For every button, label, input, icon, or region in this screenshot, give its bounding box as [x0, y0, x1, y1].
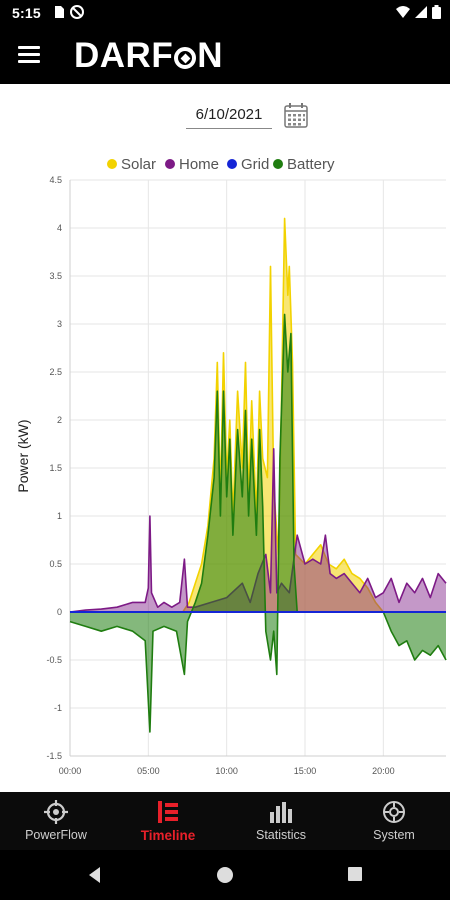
timeline-icon [158, 801, 178, 823]
calendar-icon[interactable] [284, 102, 308, 128]
series-line-solar [70, 217, 446, 613]
chart-ticks: 4.5 4 3.5 3 2.5 2 1.5 1 0.5 0 -0.5 -1 -1.5 00:00 05:00… [46, 175, 394, 776]
nav-label-statistics: Statistics [255, 828, 306, 842]
nav-label-powerflow: PowerFlow [25, 828, 87, 842]
chart-series [69, 217, 447, 733]
legend-label-home[interactable]: Home [179, 156, 219, 173]
series-area-battery [70, 314, 446, 732]
hamburger-menu-icon[interactable] [18, 46, 40, 64]
system-icon [383, 801, 405, 823]
brand-logo: DARF N [74, 36, 223, 76]
y-tick-label: 0 [57, 607, 62, 617]
x-tick-label: 10:00 [215, 766, 238, 776]
legend-label-battery[interactable]: Battery [287, 156, 335, 173]
no-sync-icon [70, 5, 84, 19]
y-tick-label: 3 [57, 319, 62, 329]
recents-icon[interactable] [347, 866, 363, 882]
legend-marker-home [165, 159, 175, 169]
y-tick-label: 2 [57, 415, 62, 425]
chart-grid [69, 179, 446, 757]
y-tick-label: 1.5 [49, 463, 62, 473]
y-tick-label: 1 [57, 511, 62, 521]
x-tick-label: 05:00 [137, 766, 160, 776]
system-navigation-bar [0, 850, 450, 900]
sd-card-icon [55, 6, 64, 18]
date-field[interactable]: 6/10/2021 [186, 106, 272, 129]
y-tick-label: 2.5 [49, 367, 62, 377]
home-circle-icon[interactable] [216, 866, 234, 884]
crosshair-icon [44, 800, 68, 824]
y-tick-label: 3.5 [49, 271, 62, 281]
nav-item-system[interactable]: System [338, 792, 450, 850]
bar-chart-icon [270, 802, 292, 823]
y-tick-label: 4.5 [49, 175, 62, 185]
status-time: 5:15 [12, 5, 41, 21]
legend-marker-grid [227, 159, 237, 169]
legend-marker-battery [273, 159, 283, 169]
chart-legend: Solar Home Grid Battery [107, 156, 335, 173]
brand-text-right: N [197, 36, 223, 75]
nav-item-timeline[interactable]: Timeline [112, 792, 224, 850]
wifi-icon [396, 6, 410, 18]
status-bar: 5:15 [0, 0, 450, 26]
legend-marker-solar [107, 159, 117, 169]
app-bar: DARF N [0, 26, 450, 84]
y-tick-label: -1.5 [46, 751, 62, 761]
brand-o-diamond-icon [174, 47, 197, 69]
back-icon[interactable] [86, 866, 104, 884]
nav-label-system: System [373, 828, 415, 842]
y-tick-label: 4 [57, 223, 62, 233]
legend-label-solar[interactable]: Solar [121, 156, 156, 173]
x-tick-label: 20:00 [372, 766, 395, 776]
power-chart[interactable]: Solar Home Grid Battery Power (kW) 4.5 4 3.5 3… [0, 148, 450, 788]
y-axis-label: Power (kW) [15, 419, 31, 492]
nav-item-statistics[interactable]: Statistics [225, 792, 337, 850]
nav-item-powerflow[interactable]: PowerFlow [0, 792, 112, 850]
x-tick-label: 00:00 [59, 766, 82, 776]
timeline-content: 6/10/2021 Solar Home Grid Battery Power (kW… [0, 84, 450, 792]
x-tick-label: 15:00 [294, 766, 317, 776]
y-tick-label: -1 [54, 703, 62, 713]
y-tick-label: -0.5 [46, 655, 62, 665]
bottom-nav: PowerFlow Timeline Statistics System [0, 792, 450, 850]
nav-label-timeline: Timeline [140, 828, 196, 843]
legend-label-grid[interactable]: Grid [241, 156, 269, 173]
series-line-home [69, 448, 447, 613]
y-tick-label: 0.5 [49, 559, 62, 569]
brand-text-left: DARF [74, 36, 174, 75]
signal-icon [415, 6, 427, 18]
battery-status-icon [432, 5, 441, 19]
